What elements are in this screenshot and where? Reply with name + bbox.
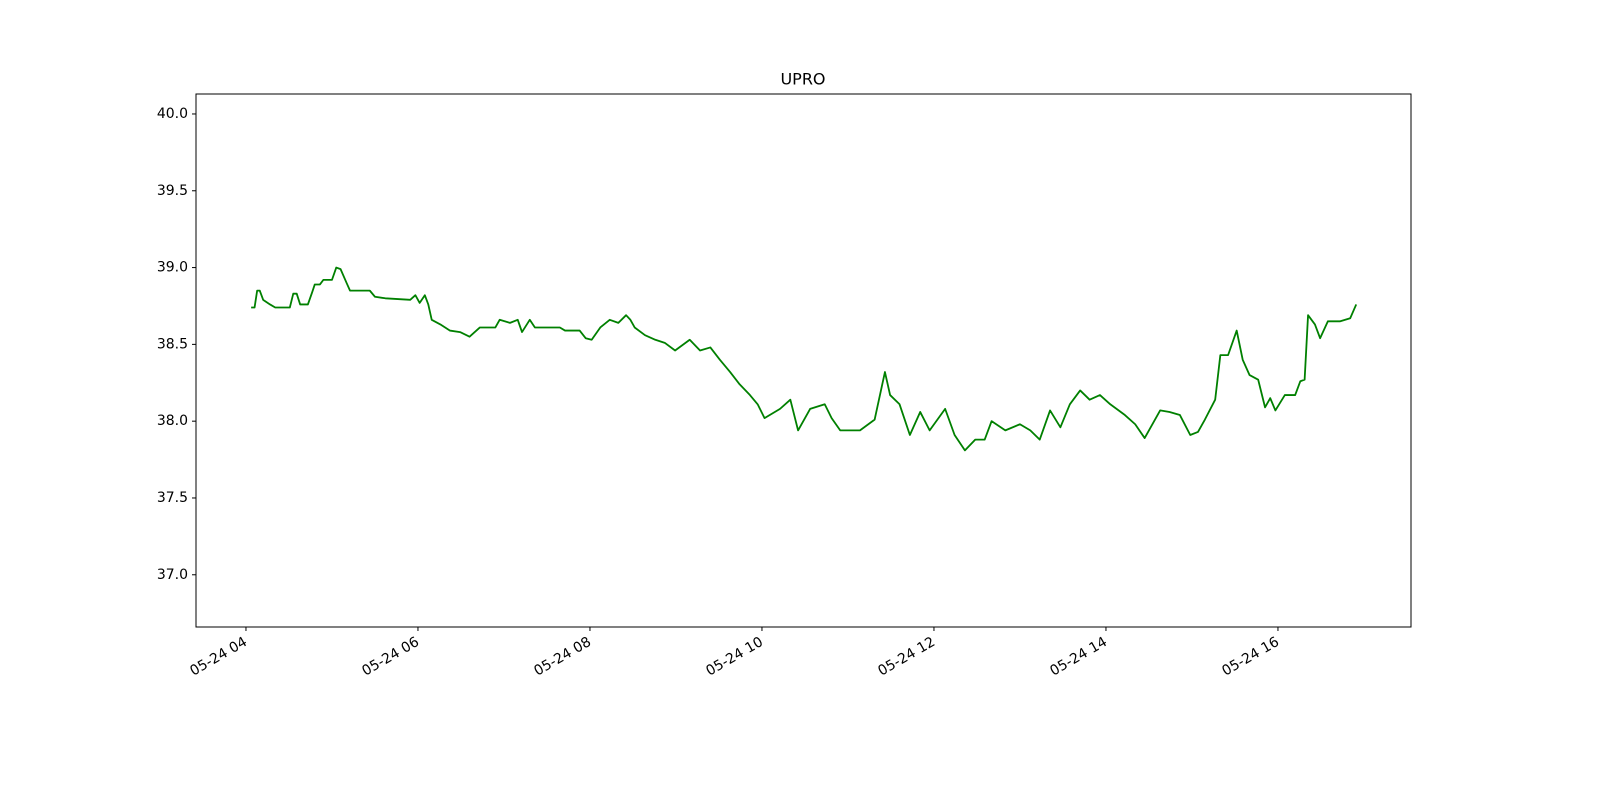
chart-title: UPRO [780,70,825,89]
plot-frame [195,93,1412,628]
y-tick-label: 38.5 [157,336,188,352]
x-tick-label: 05-24 04 [187,634,250,679]
x-tick-label: 05-24 10 [703,634,766,679]
y-tick-label: 39.5 [157,183,188,199]
y-tick-label: 37.5 [157,490,188,506]
y-tick-label: 40.0 [157,106,188,122]
x-tick-label: 05-24 12 [875,634,938,679]
x-tick-label: 05-24 08 [531,634,594,679]
price-line [251,266,1358,452]
y-tick-label: 39.0 [157,260,188,276]
x-tick-label: 05-24 14 [1047,634,1110,679]
x-tick-label: 05-24 06 [359,634,422,679]
x-tick-label: 05-24 16 [1219,634,1282,679]
y-tick-label: 38.0 [157,413,188,429]
y-tick-label: 37.0 [157,567,188,583]
